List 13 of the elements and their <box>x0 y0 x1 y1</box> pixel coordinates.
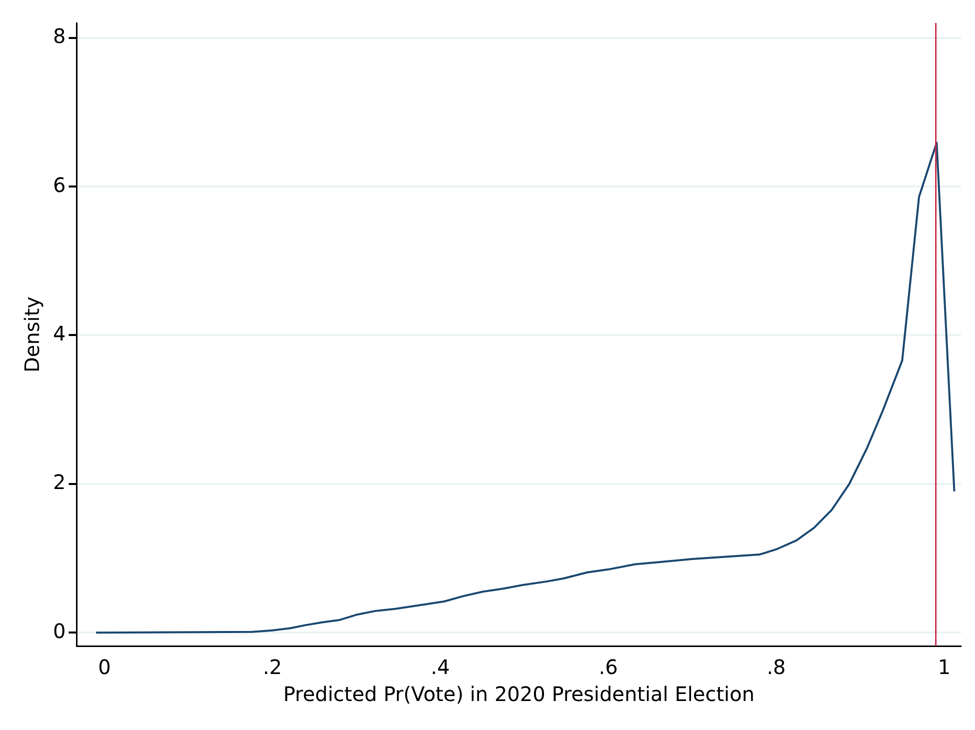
x-tick-label: 0 <box>98 655 111 680</box>
y-tick-label: 4 <box>52 321 66 346</box>
x-tick-label: .4 <box>430 655 450 680</box>
y-axis-title: Density <box>20 296 44 373</box>
y-tick-label: 0 <box>52 618 66 643</box>
x-tick-label: 1 <box>938 655 951 680</box>
x-axis-title: Predicted Pr(Vote) in 2020 Presidential Election <box>283 682 755 706</box>
y-tick-label: 6 <box>52 172 66 197</box>
y-tick-label: 2 <box>52 470 66 494</box>
x-tick-label: .6 <box>598 655 618 680</box>
y-tick-label: 8 <box>52 24 66 48</box>
x-tick-label: .2 <box>262 655 282 680</box>
x-tick-label: .8 <box>766 655 786 680</box>
